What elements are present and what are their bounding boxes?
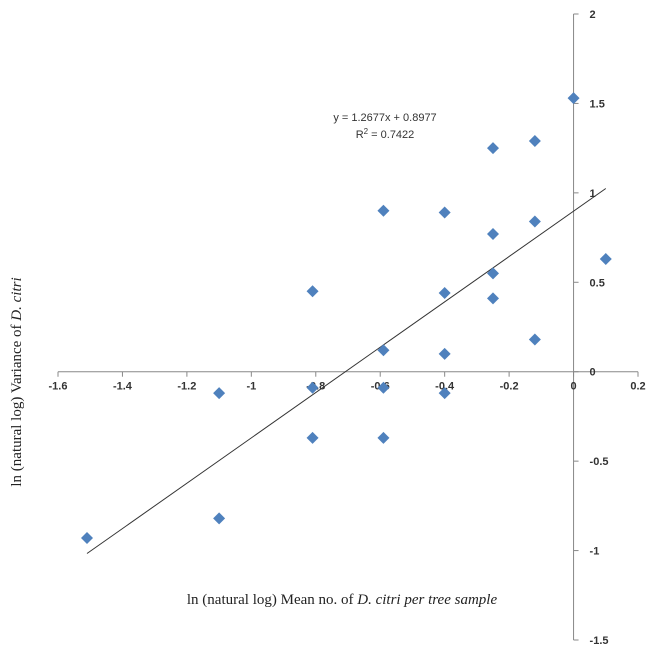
data-point: [438, 347, 451, 360]
data-point: [377, 381, 390, 394]
y-tick-label: 0: [590, 367, 596, 379]
trendline: [86, 188, 607, 554]
y-axis-title-text: ln (natural log) Variance of: [9, 321, 25, 487]
data-point: [567, 92, 580, 105]
y-tick-label: -1.5: [590, 635, 609, 647]
data-point: [213, 512, 226, 525]
tick-labels: -1.6-1.4-1.2-1-0.8-0.6-0.4-0.200.2-1.5-1…: [49, 9, 646, 647]
r-squared-label: R2 = 0.7422: [356, 127, 415, 141]
y-axis-title-italic: D. citri: [9, 277, 25, 321]
data-point: [438, 287, 451, 300]
axes: [57, 13, 639, 641]
x-axis-title: ln (natural log) Mean no. of D. citri pe…: [187, 592, 498, 608]
data-point: [487, 292, 499, 305]
x-tick-label: -1.6: [49, 381, 68, 393]
x-axis-title-text: ln (natural log) Mean no. of: [187, 592, 357, 608]
data-point: [377, 431, 390, 444]
y-tick-label: 1.5: [590, 98, 605, 110]
data-point: [438, 387, 451, 400]
trendline-group: [86, 188, 607, 554]
x-tick-label: -1.4: [113, 381, 133, 393]
data-point: [599, 253, 612, 266]
data-point: [528, 215, 541, 228]
x-tick-label: -1.2: [177, 381, 196, 393]
data-point: [306, 381, 319, 394]
data-point: [306, 285, 319, 298]
data-point: [306, 431, 319, 444]
x-tick-label: 0: [570, 381, 576, 393]
x-axis-title-italic: D. citri per tree sample: [356, 592, 497, 608]
data-point: [213, 387, 226, 400]
data-point: [487, 267, 499, 280]
data-point: [487, 142, 499, 155]
x-tick-label: -1: [246, 381, 256, 393]
x-tick-label: 0.2: [630, 381, 645, 393]
data-point: [528, 333, 541, 346]
equation-label: y = 1.2677x + 0.8977 R2 = 0.7422: [333, 112, 436, 141]
y-axis-title: ln (natural log) Variance of D. citri: [9, 277, 25, 486]
y-tick-label: 1: [590, 188, 596, 200]
data-point: [377, 204, 390, 217]
y-tick-label: 0.5: [590, 277, 605, 289]
data-point: [528, 134, 541, 147]
x-tick-label: -0.4: [435, 381, 455, 393]
data-point: [81, 532, 93, 545]
data-point: [487, 227, 499, 240]
data-point: [377, 344, 390, 357]
y-tick-label: -1: [590, 546, 600, 558]
data-point: [438, 206, 451, 219]
y-tick-label: -0.5: [590, 456, 609, 468]
data-points: [81, 92, 612, 545]
y-tick-label: 2: [590, 9, 596, 21]
x-tick-label: -0.2: [500, 381, 519, 393]
trendline-equation: y = 1.2677x + 0.8977: [333, 112, 436, 124]
